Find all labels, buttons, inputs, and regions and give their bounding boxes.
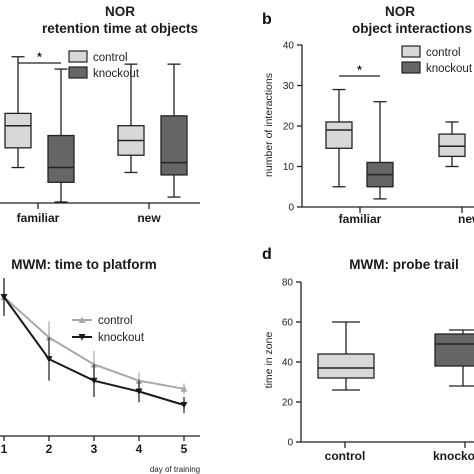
legend-swatch-knockout (68, 66, 88, 79)
panel-d-y-tick-label-60: 60 (282, 318, 294, 329)
panel-c-legend-label-knockout: knockout (98, 332, 145, 344)
panel-d-category-knockout: knockout (433, 449, 474, 463)
panel-d-y-tick-label-80: 80 (282, 278, 294, 289)
panel-a-category-new: new (137, 211, 161, 225)
panel-a: NOR retention time at objects familiar ne… (0, 4, 200, 225)
panel-d-y-tick-label-40: 40 (282, 358, 294, 369)
panel-c-point-control-4 (135, 377, 143, 384)
panel-d-y-axis-label: time in zone (263, 332, 275, 389)
legend-swatch-control (401, 45, 421, 58)
legend-swatch-knockout (401, 61, 421, 74)
panel-a-box-knockout-new-box (160, 115, 188, 176)
panel-c-point-control-2 (45, 334, 53, 341)
panel-c-title: MWM: time to platform (11, 257, 156, 272)
significance-star: * (357, 63, 362, 77)
panel-b-category-familiar: familiar (339, 212, 382, 226)
panel-b: b NOR object interactions number of inte… (262, 4, 474, 226)
panel-c-x-tick-label-3: 3 (91, 442, 98, 456)
panel-c-x-tick-label-1: 1 (1, 442, 8, 456)
panel-b-title-line1: NOR (385, 4, 415, 19)
panel-b-letter: b (262, 11, 272, 28)
panel-a-plot: familiar new * control knockout (0, 50, 200, 225)
panel-a-box-knockout-familiar-box (47, 134, 75, 183)
panel-c-x-axis-label: day of training (150, 465, 200, 474)
panel-d-title: MWM: probe trail (349, 257, 459, 272)
panel-c-x-tick-label-5: 5 (181, 442, 188, 456)
panel-b-box-control-familiar-box (325, 121, 353, 149)
legend-swatch-control (68, 50, 88, 63)
panel-c-legend-label-control: control (98, 315, 133, 327)
panel-c-point-knockout-2 (45, 356, 53, 363)
panel-b-category-new: new (458, 212, 474, 226)
panel-b-title-line2: object interactions (352, 21, 472, 36)
panel-d-category-control: control (325, 449, 366, 463)
panel-d: d MWM: probe trail time in zone 0 20 40 60 8… (262, 246, 474, 463)
panel-d-letter: d (262, 246, 272, 263)
panel-d-box-control-box (317, 353, 375, 379)
panel-c-point-knockout-1 (0, 294, 8, 301)
panel-c-x-tick-label-2: 2 (46, 442, 53, 456)
panel-a-title-line2: retention time at objects (42, 21, 198, 36)
panel-b-y-tick-label-20: 20 (283, 122, 295, 133)
panel-b-y-tick-label-40: 40 (283, 41, 295, 52)
legend-label-control: control (426, 47, 461, 59)
legend-label-knockout: knockout (93, 68, 140, 80)
panel-c-x-tick-label-4: 4 (136, 442, 143, 456)
panel-c-legend-marker-control (78, 316, 86, 323)
panel-d-plot: 0 20 40 60 80 control knockout (282, 278, 474, 463)
panel-a-category-familiar: familiar (17, 211, 60, 225)
panel-b-y-tick-label-10: 10 (283, 162, 295, 173)
panel-d-box-knockout-box (434, 333, 474, 367)
panel-c-point-knockout-5 (180, 402, 188, 409)
panel-c-legend-marker-knockout (78, 334, 86, 341)
panel-c: MWM: time to platform day of training 1 2… (0, 257, 200, 474)
panel-c-plot: 1 2 3 4 5 control knockout (0, 278, 200, 456)
panel-b-plot: 0 10 20 30 40 familiar new * control knockout (283, 41, 474, 226)
panel-c-point-control-5 (180, 385, 188, 392)
panel-a-box-control-familiar-box (4, 112, 32, 149)
panel-d-y-tick-label-0: 0 (287, 438, 293, 449)
panel-d-y-tick-label-20: 20 (282, 398, 294, 409)
panel-b-y-axis-label: number of interactions (263, 73, 275, 177)
panel-c-point-control-3 (90, 361, 98, 368)
panel-a-title-line1: NOR (105, 4, 135, 19)
panel-b-y-tick-label-0: 0 (288, 203, 294, 214)
panel-b-box-control-new-box (438, 133, 466, 158)
panel-c-point-knockout-4 (135, 388, 143, 395)
legend-label-control: control (93, 52, 128, 64)
legend-label-knockout: knockout (426, 63, 473, 75)
panel-b-y-tick-label-30: 30 (283, 81, 295, 92)
significance-star: * (37, 50, 42, 64)
panel-c-point-knockout-3 (90, 377, 98, 385)
